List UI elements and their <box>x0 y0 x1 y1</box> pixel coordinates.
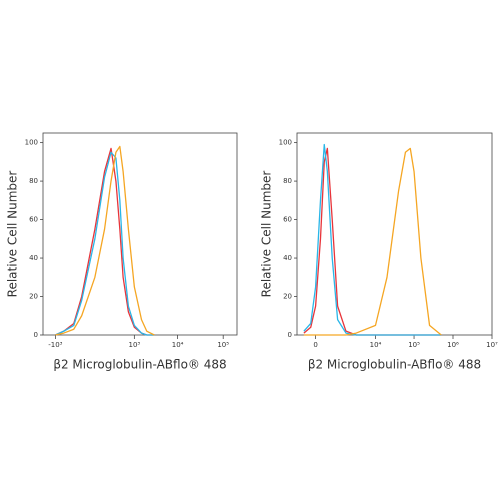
y-tick-label: 40 <box>283 254 292 262</box>
x-axis-title: β2 Microglobulin-ABflo® 488 <box>53 358 226 372</box>
x-tick-label: 10⁷ <box>486 341 498 349</box>
y-axis-title: Relative Cell Number <box>6 171 20 298</box>
y-axis-title: Relative Cell Number <box>260 171 274 298</box>
y-tick-label: 80 <box>283 177 292 185</box>
y-tick-label: 40 <box>29 254 38 262</box>
y-tick-label: 20 <box>29 293 38 301</box>
y-tick-label: 100 <box>279 139 292 147</box>
histogram-line <box>303 147 442 336</box>
plot-frame <box>42 132 238 336</box>
histogram-line <box>55 151 155 336</box>
x-axis-title: β2 Microglobulin-ABflo® 488 <box>308 358 481 372</box>
x-tick-label: 10³ <box>128 341 140 349</box>
y-tick-label: 20 <box>283 293 292 301</box>
y-tick-label: 80 <box>29 177 38 185</box>
y-tick-label: 60 <box>283 216 292 224</box>
y-tick-label: 0 <box>288 331 292 339</box>
x-tick-label: 0 <box>313 341 317 349</box>
x-tick-label: 10⁵ <box>217 341 229 349</box>
histogram-line <box>303 143 442 336</box>
x-tick-label: -10³ <box>48 341 62 349</box>
x-tick-label: 10⁴ <box>172 341 184 349</box>
y-tick-label: 100 <box>25 139 38 147</box>
histogram-line <box>55 145 155 336</box>
y-tick-label: 0 <box>34 331 38 339</box>
y-tick-label: 60 <box>29 216 38 224</box>
x-tick-label: 10⁴ <box>370 341 382 349</box>
histogram-line <box>303 147 442 336</box>
x-tick-label: 10⁵ <box>408 341 420 349</box>
x-tick-label: 10⁶ <box>447 341 459 349</box>
